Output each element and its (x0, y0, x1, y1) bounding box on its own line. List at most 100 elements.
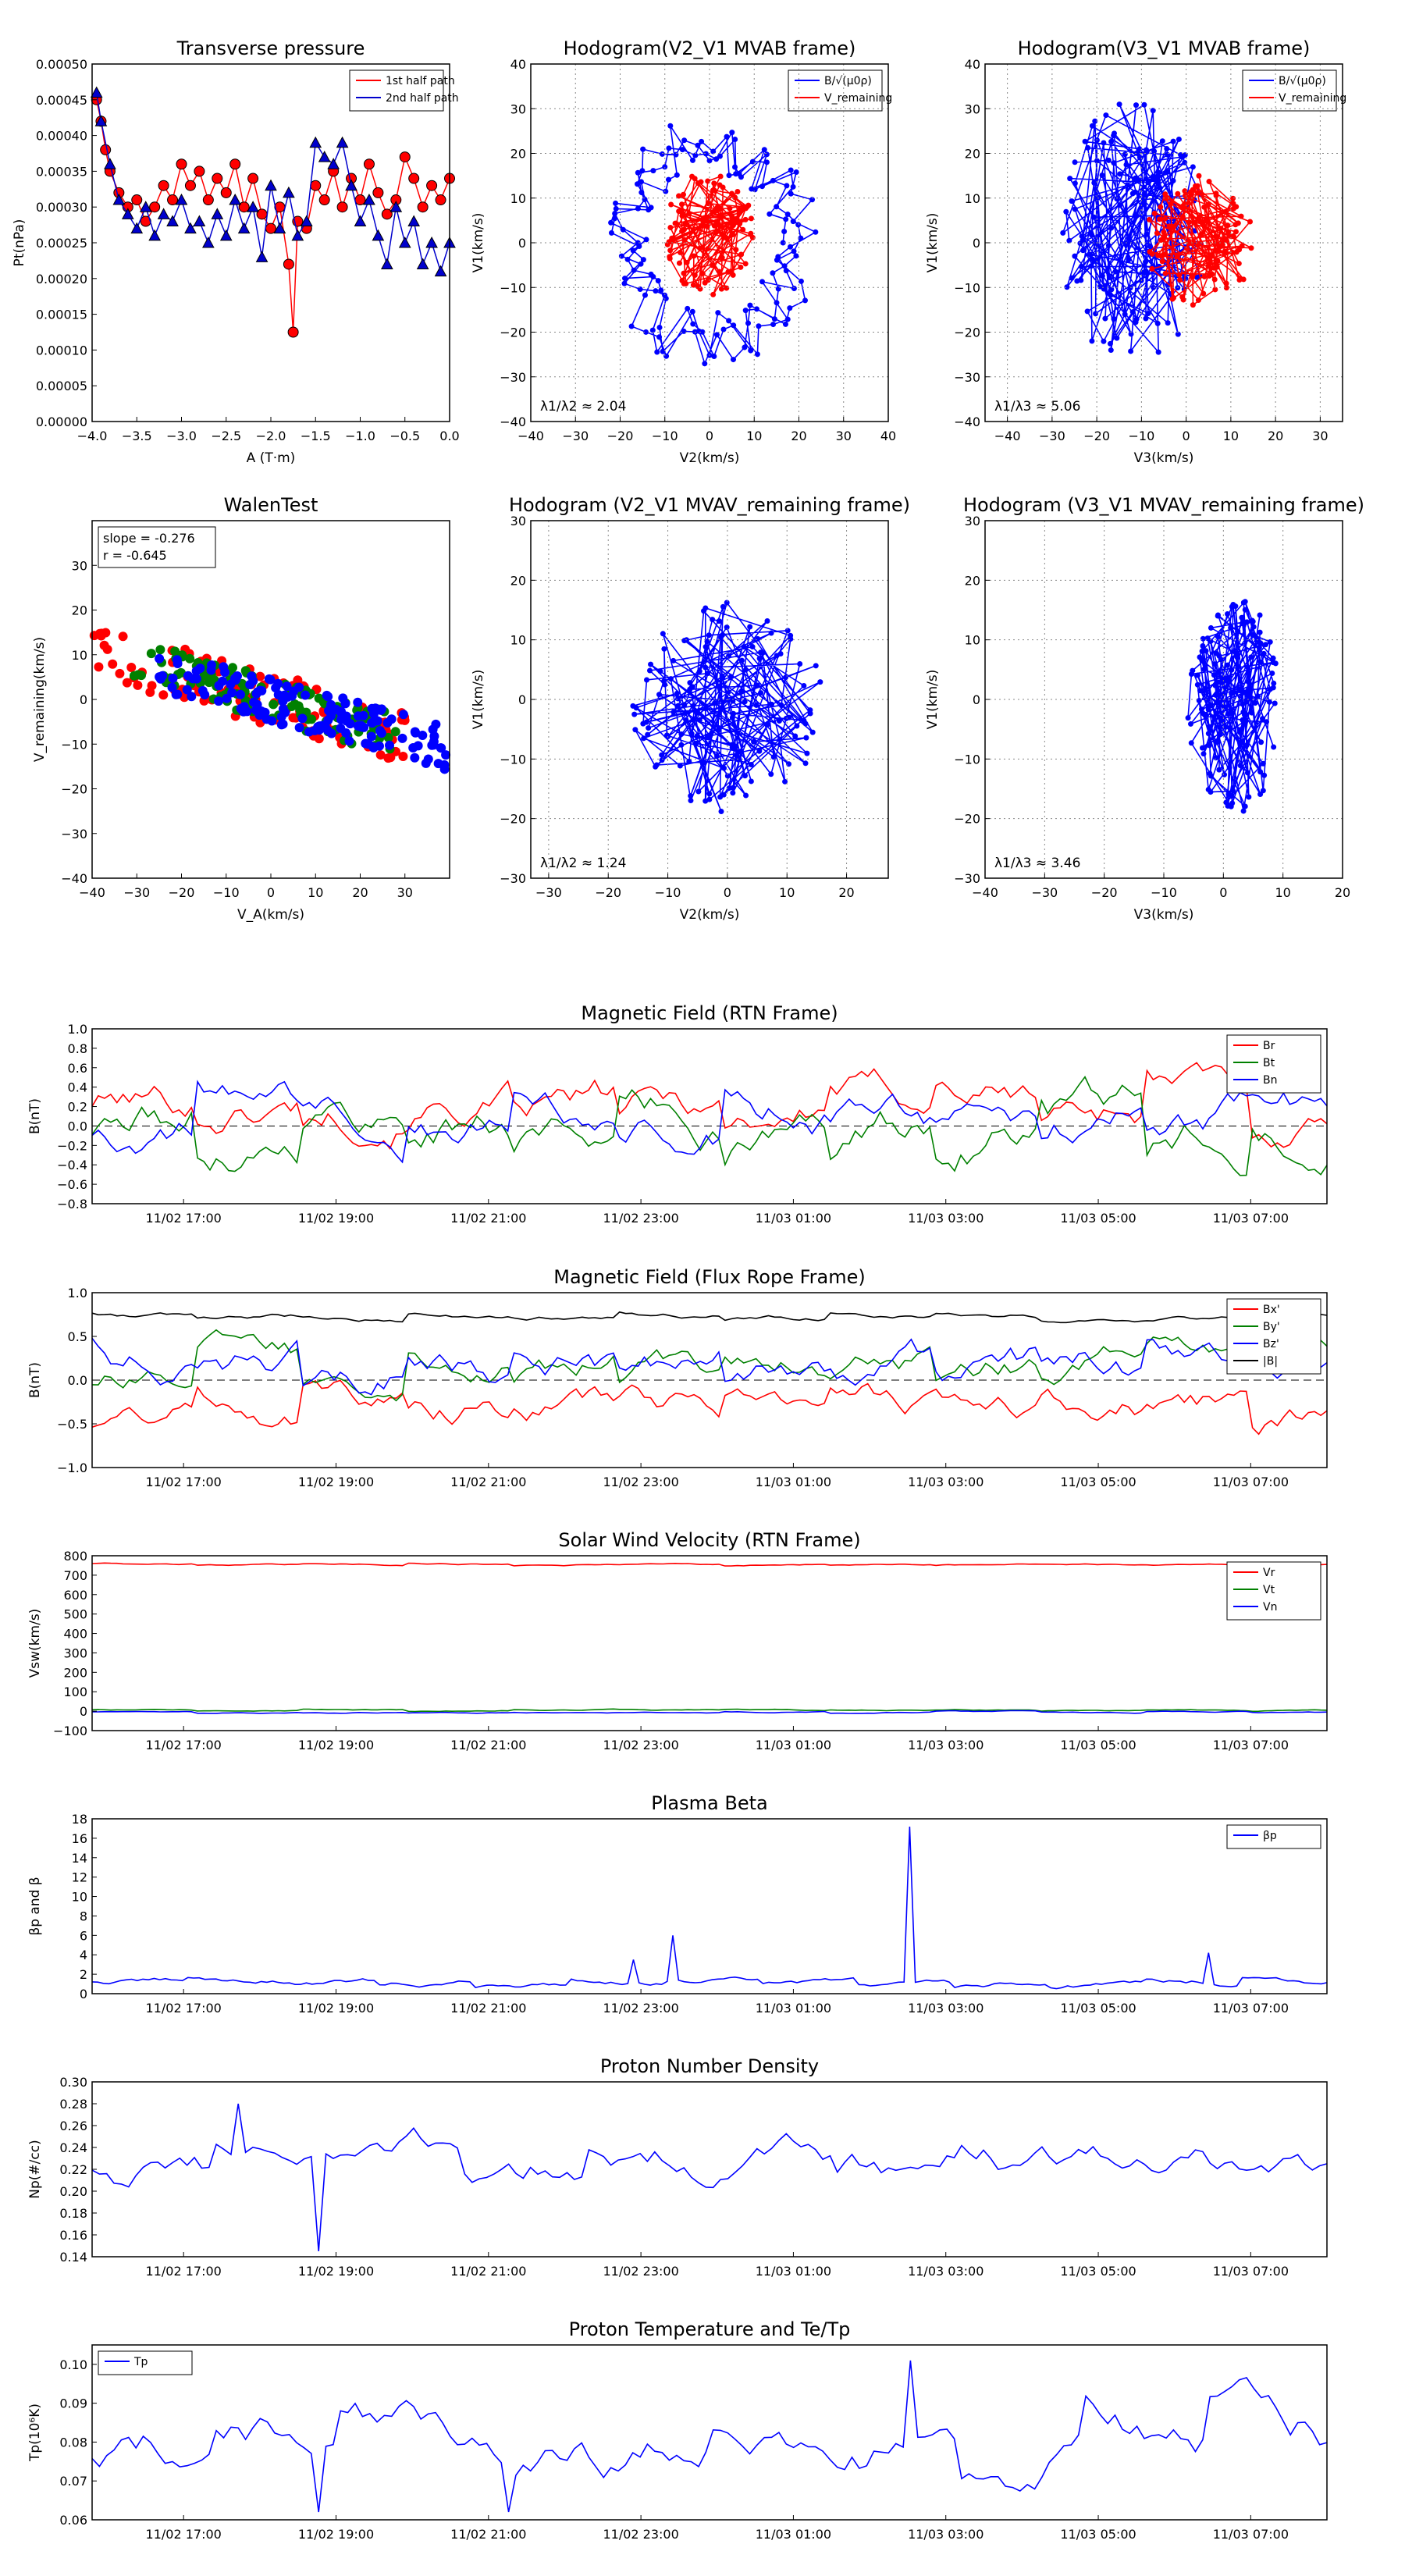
data-point (1222, 771, 1228, 777)
series-line-0 (1186, 600, 1276, 812)
data-point (700, 218, 706, 224)
data-point (265, 222, 276, 234)
data-point (688, 793, 694, 799)
legend-box (349, 69, 444, 112)
data-point (1197, 688, 1204, 694)
series-line-2 (91, 1337, 1328, 1396)
data-point (1090, 256, 1096, 262)
data-point (94, 115, 108, 126)
data-point (727, 205, 733, 212)
data-point (685, 305, 691, 311)
data-point (668, 201, 674, 208)
x-tick-label: 11/02 23:00 (603, 2527, 678, 2542)
y-tick-label: 30 (965, 514, 980, 528)
data-point (785, 761, 791, 767)
data-point (1250, 632, 1256, 638)
y-tick-label: 400 (63, 1627, 87, 1642)
data-point (336, 136, 349, 148)
data-point (633, 705, 639, 711)
data-point (639, 168, 646, 174)
data-point (1225, 229, 1232, 236)
data-point (769, 701, 775, 707)
x-tick-label: 11/03 03:00 (908, 1738, 984, 1752)
data-point (381, 258, 393, 269)
data-point (102, 644, 112, 654)
panel-title: Solar Wind Velocity (RTN Frame) (558, 1529, 860, 1551)
data-point (1126, 236, 1132, 242)
data-point (666, 145, 672, 151)
eigenvalue-ratio: λ1/λ2 ≈ 2.04 (540, 399, 626, 415)
data-point (100, 144, 112, 155)
y-tick-label: −0.4 (57, 1158, 87, 1172)
data-point (1257, 640, 1264, 646)
x-tick-label: 0 (267, 885, 275, 900)
data-point (674, 690, 680, 696)
data-point (199, 671, 209, 681)
data-point (759, 279, 766, 285)
x-tick-label: −0.5 (389, 429, 420, 443)
y-axis-label: Np(#/cc) (27, 2140, 43, 2198)
data-point (1257, 612, 1263, 618)
data-point (240, 666, 251, 676)
data-point (354, 215, 367, 227)
data-point (1242, 599, 1248, 605)
y-tick-label: 0.14 (59, 2250, 87, 2265)
data-point (1190, 274, 1196, 280)
legend-label: Bn (1263, 1074, 1277, 1087)
data-point (1111, 160, 1117, 166)
data-point (1182, 188, 1188, 194)
y-tick-label: 100 (63, 1685, 87, 1699)
data-point (255, 671, 265, 681)
data-point (386, 714, 397, 724)
panel-title: WalenTest (224, 494, 318, 516)
data-point (767, 211, 773, 217)
x-tick-label: 20 (1268, 429, 1283, 443)
data-point (427, 740, 437, 750)
eigenvalue-ratio: λ1/λ2 ≈ 1.24 (540, 856, 626, 871)
data-point (1213, 692, 1219, 699)
data-point (1179, 203, 1186, 209)
data-point (710, 291, 717, 297)
x-tick-label: 11/03 05:00 (1060, 1738, 1136, 1752)
y-tick-label: 0.30 (59, 2075, 87, 2090)
y-tick-label: 30 (510, 514, 526, 528)
y-tick-label: 0.00000 (36, 415, 87, 429)
data-point (122, 678, 132, 688)
data-point (657, 668, 663, 674)
data-point (791, 285, 797, 291)
data-point (1179, 213, 1186, 219)
data-point (1254, 693, 1261, 699)
series-line-1 (95, 92, 450, 274)
data-point (718, 212, 724, 218)
data-point (613, 200, 619, 206)
data-point (290, 699, 300, 709)
data-point (756, 323, 762, 329)
data-point (798, 235, 804, 241)
x-tick-label: 11/03 07:00 (1213, 2527, 1289, 2542)
data-point (149, 201, 161, 213)
data-point (790, 219, 796, 225)
data-point (697, 245, 703, 251)
data-point (1108, 225, 1115, 231)
data-point (426, 180, 438, 191)
legend-label: 2nd half path (386, 92, 459, 105)
data-point (704, 639, 710, 645)
data-point (648, 205, 654, 211)
data-point (753, 702, 759, 708)
data-point (301, 690, 311, 700)
panel-ts4: Plasma Beta βp 0 2 4 6 8 10 12 14 16 18 11/02 17:00 1… (27, 1792, 1328, 2016)
data-point (730, 698, 736, 704)
data-point (1094, 158, 1100, 164)
x-tick-label: 11/02 19:00 (298, 1475, 374, 1489)
panel-p6: Hodogram (V3_V1 MVAV_remaining frame) λ1/… (925, 494, 1364, 923)
data-point (363, 193, 375, 205)
data-point (656, 692, 663, 698)
series-line-1 (91, 1708, 1328, 1713)
data-point (742, 204, 748, 210)
data-point (632, 727, 638, 733)
x-tick-label: −3.0 (166, 429, 197, 443)
data-point (1196, 173, 1202, 179)
data-point (1224, 662, 1230, 668)
data-point (101, 628, 111, 638)
series-line-0 (91, 1379, 1328, 1436)
